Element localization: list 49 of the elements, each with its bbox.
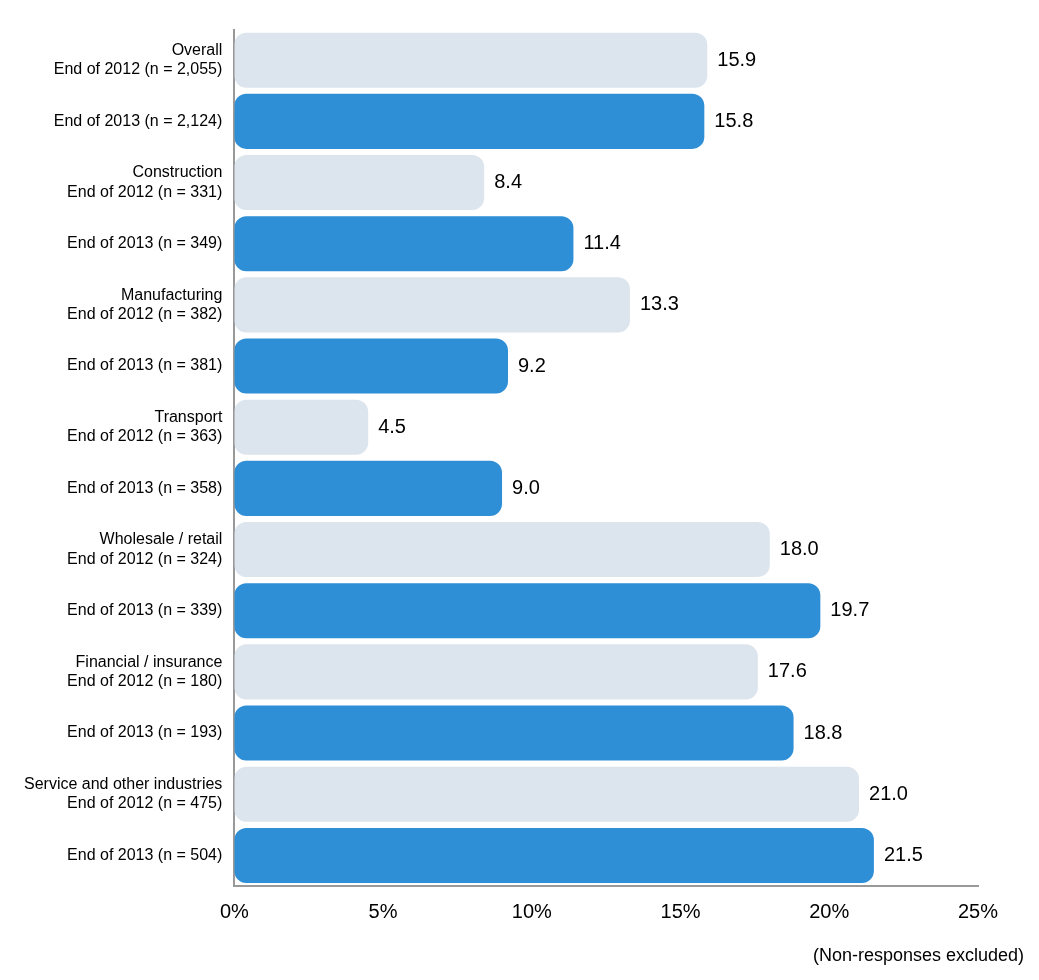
bar (234, 32, 708, 88)
data-label: 8.4 (494, 170, 523, 193)
bar (234, 827, 874, 883)
data-label: 21.5 (883, 842, 923, 865)
bar (234, 460, 503, 516)
x-tick-label: 20% (809, 899, 850, 922)
data-label: 18.0 (779, 537, 819, 560)
bar (234, 705, 794, 761)
x-tick-label: 5% (368, 899, 398, 922)
bar (234, 644, 758, 700)
data-label: 15.8 (714, 108, 754, 131)
data-label: 17.6 (767, 659, 807, 682)
data-label: 21.0 (869, 781, 908, 804)
data-label: 19.7 (830, 598, 870, 621)
y-tick-label: Service and other industries End of 2012 (n = 475) (24, 775, 223, 812)
bar (234, 216, 574, 272)
y-tick-label: End of 2013 (n = 339) (67, 601, 223, 619)
bar (234, 522, 770, 578)
data-label: 11.4 (583, 231, 621, 254)
bar (234, 399, 369, 455)
y-tick-label: Manufacturing End of 2012 (n = 382) (67, 285, 223, 322)
bar (234, 277, 630, 333)
x-tick-label: 10% (511, 899, 553, 922)
text: (Non-responses excluded) (812, 944, 1024, 965)
y-tick-label: Overall End of 2012 (n = 2,055) (53, 40, 223, 78)
y-tick-label: End of 2013 (n = 358) (67, 478, 223, 496)
bar (234, 583, 821, 639)
x-tick-label: 0% (219, 899, 249, 922)
data-label: 13.3 (639, 292, 679, 315)
bar (234, 338, 508, 394)
bar (234, 766, 860, 822)
bar (234, 93, 705, 149)
y-tick-label: Transport End of 2012 (n = 363) (67, 408, 223, 445)
y-tick-label: End of 2013 (n = 381) (67, 356, 223, 374)
x-tick-label: 25% (957, 899, 999, 922)
bar (234, 155, 485, 211)
data-label: 9.0 (512, 475, 540, 498)
y-tick-label: Financial / insurance End of 2012 (n = 180) (67, 652, 223, 689)
data-label: 18.8 (803, 720, 843, 743)
y-tick-label: End of 2013 (n = 504) (67, 845, 223, 863)
y-tick-label: End of 2013 (n = 193) (67, 723, 223, 741)
y-tick-label: End of 2013 (n = 349) (67, 234, 223, 252)
data-label: 15.9 (717, 47, 757, 70)
y-tick-label: Wholesale / retail End of 2012 (n = 324) (67, 530, 223, 567)
data-label: 4.5 (378, 414, 406, 437)
x-tick-label: 15% (660, 899, 701, 922)
data-label: 9.2 (518, 353, 546, 376)
y-tick-label: Construction End of 2012 (n = 331) (67, 163, 223, 200)
y-tick-label: End of 2013 (n = 2,124) (53, 111, 223, 129)
